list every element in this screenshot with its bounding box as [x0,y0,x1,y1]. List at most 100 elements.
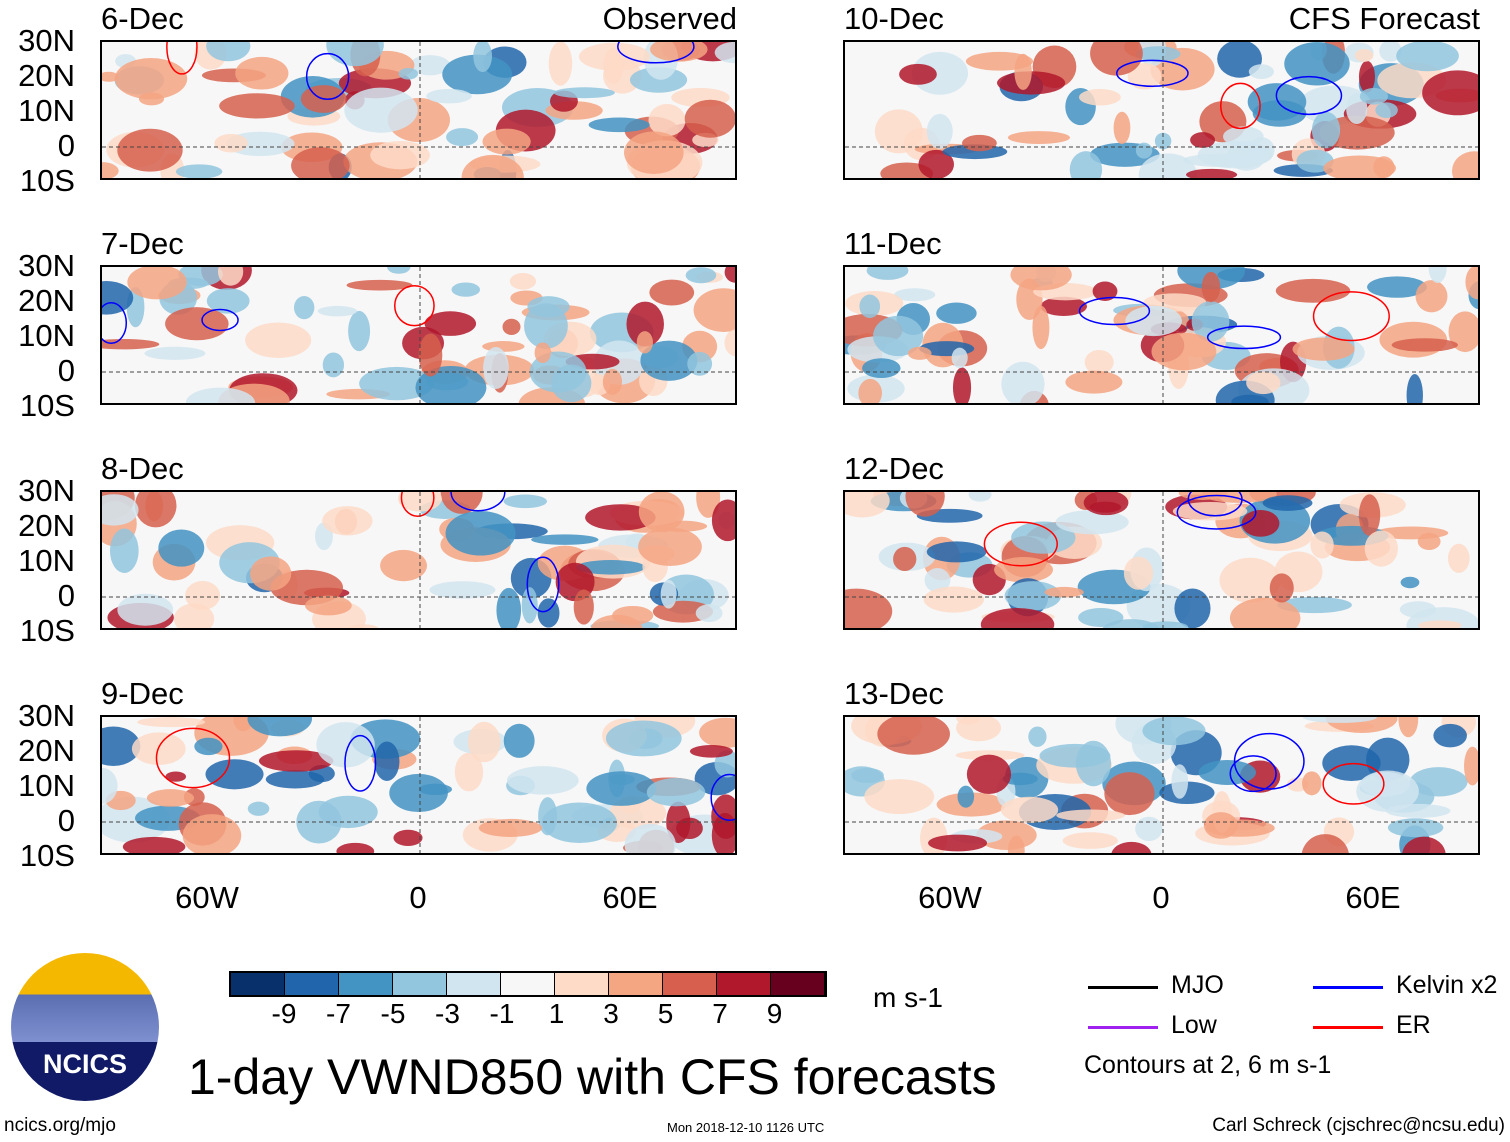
anomaly-blob [957,785,975,808]
anomaly-blob [1222,126,1264,147]
anomaly-blob [551,364,592,403]
colorbar-tick: 9 [766,998,783,1029]
anomaly-blob [194,737,223,756]
panel-date: 12-Dec [844,451,944,486]
anomaly-blob [440,492,483,514]
anomaly-blob [952,367,972,403]
kelvin-contour [526,556,560,613]
anomaly-blob [1406,374,1423,403]
anomaly-blob [1055,510,1129,535]
map-panel [843,490,1480,630]
anomaly-blob [997,71,1066,95]
anomaly-blob [503,723,535,758]
anomaly-blob [864,779,935,815]
anomaly-blob [845,492,890,518]
anomaly-blob [699,717,735,748]
anomaly-blob [1111,841,1152,853]
kelvin-contour [1176,494,1257,530]
anomaly-blob [602,368,623,395]
anomaly-blob [1201,271,1221,303]
anomaly-blob [636,331,653,354]
anomaly-blob [291,147,350,178]
legend-label: Low [1171,1011,1217,1039]
anomaly-blob [1275,278,1351,303]
anomaly-blob [1135,142,1153,159]
anomaly-blob [1422,70,1478,116]
wind-anomaly-field [102,267,735,403]
lon-label: 60W [175,880,239,915]
anomaly-blob [693,288,735,332]
lat-label: 10S [19,838,75,873]
anomaly-blob [685,267,717,284]
legend-line-mjo [1088,986,1158,989]
lat-label: 10N [18,93,75,128]
anomaly-blob [1241,509,1280,537]
anomaly-blob [1358,60,1375,93]
anomaly-blob [506,766,579,795]
anomaly-blob [1065,370,1123,394]
anomaly-blob [918,149,954,178]
anomaly-blob [711,794,735,839]
anomaly-blob [137,717,206,728]
colorbar-tick: -1 [489,998,515,1029]
anomaly-blob [206,288,250,314]
anomaly-blob [1171,764,1189,799]
colorbar-swatch [231,973,285,995]
anomaly-blob [626,301,664,347]
lat-label: 20N [18,733,75,768]
anomaly-blob [845,588,893,628]
lat-label: 0 [57,803,75,838]
colorbar-swatch [771,973,825,995]
anomaly-blob [1142,621,1189,628]
anomaly-blob [1229,597,1301,628]
kelvin-contour [617,42,695,64]
anomaly-blob [1198,760,1257,785]
lat-label: 10S [19,163,75,198]
anomaly-blob [1464,746,1478,786]
lat-label: 30N [18,698,75,733]
anomaly-blob [205,759,264,790]
anomaly-blob [684,99,735,138]
panel-date: 8-Dec [101,451,184,486]
colorbar-swatch [285,973,339,995]
anomaly-blob [1323,155,1396,178]
anomaly-blob [531,534,599,545]
anomaly-blob [695,604,723,623]
anomaly-blob [258,750,334,772]
anomaly-blob [1310,531,1334,559]
panel-date: 7-Dec [101,226,184,261]
anomaly-blob [1104,772,1155,816]
anomaly-blob [624,823,676,853]
map-panel [843,265,1480,405]
anomaly-blob [245,322,312,359]
kelvin-contour [710,773,735,821]
anomaly-blob [442,54,513,95]
anomaly-blob [1138,153,1198,178]
anomaly-blob [418,333,443,377]
anomaly-blob [322,506,373,536]
anomaly-blob [1360,771,1411,797]
anomaly-blob [576,560,646,575]
panel-date: 9-Dec [101,676,184,711]
anomaly-blob [877,717,950,755]
anomaly-blob [317,305,358,317]
wind-anomaly-field [845,717,1478,853]
anomaly-blob [1125,305,1182,337]
kelvin-contour [1187,492,1243,517]
colorbar-swatch [447,973,501,995]
anomaly-blob [102,494,139,526]
anomaly-blob [521,587,538,624]
map-panel [100,715,737,855]
anomaly-blob [1002,772,1038,786]
anomaly-blob [588,117,650,133]
anomaly-blob [134,492,177,528]
anomaly-blob [102,726,141,766]
anomaly-blob [1292,337,1355,361]
colorbar-tick: -5 [380,998,406,1029]
anomaly-blob [503,494,548,509]
colorbar [229,971,827,997]
colorbar-tick: 5 [657,998,674,1029]
anomaly-blob [874,109,923,154]
colorbar-swatch [609,973,663,995]
anomaly-blob [1248,64,1274,80]
